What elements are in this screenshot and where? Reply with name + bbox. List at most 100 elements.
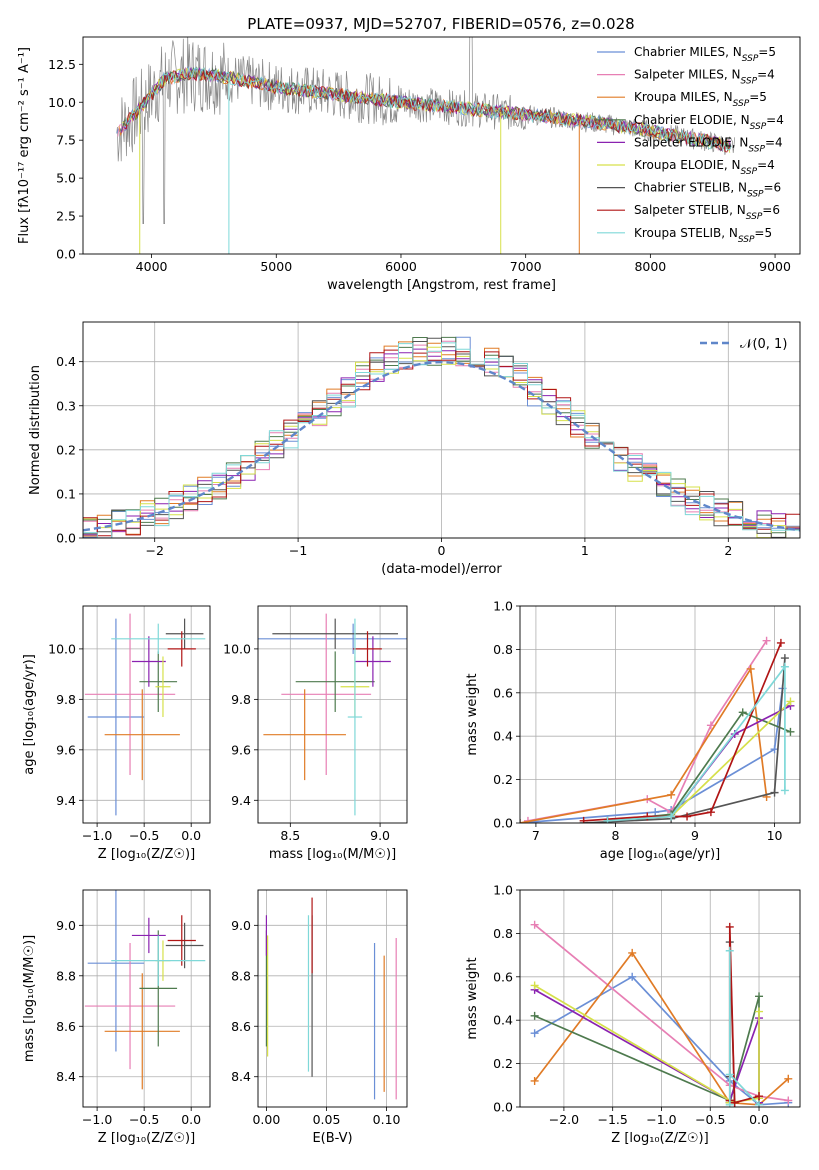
model-spectrum-line — [125, 66, 732, 152]
y-tick-label: 12.5 — [48, 57, 76, 72]
x-axis-label: age [log₁₀(age/yr)] — [600, 847, 721, 862]
mass-weight-marker — [706, 808, 715, 817]
mass-weight-line — [520, 666, 768, 823]
y-tick-label: 8.4 — [231, 1069, 251, 1084]
y-tick-label: 5.0 — [56, 171, 76, 186]
plot-area — [520, 636, 795, 823]
mass-weight-marker — [603, 816, 612, 823]
y-axis-label: mass weight — [465, 957, 480, 1039]
mass-weight-line — [534, 989, 760, 1103]
y-tick-label: 9.6 — [56, 742, 76, 757]
y-axis-label: age [log₁₀(age/yr)] — [22, 654, 37, 775]
y-tick-label: 10.0 — [223, 641, 251, 656]
y-tick-label: 0.3 — [56, 398, 76, 413]
mass-weight-marker — [530, 1011, 539, 1020]
legend-entry: Kroupa MILES, NSSP=5 — [634, 90, 767, 109]
y-tick-label: 0.6 — [493, 685, 513, 700]
x-tick-label: 9.0 — [370, 828, 390, 843]
x-tick-label: 0.05 — [313, 1112, 341, 1127]
y-tick-label: 0.2 — [56, 442, 76, 457]
legend-entry: Chabrier STELIB, NSSP=6 — [634, 181, 781, 200]
y-tick-label: 0.2 — [493, 772, 513, 787]
y-tick-label: 9.0 — [231, 918, 251, 933]
y-tick-label: 0.4 — [493, 729, 513, 744]
y-axis-label: Flux [fλ10⁻¹⁷ erg cm⁻² s⁻¹ A⁻¹] — [17, 47, 32, 244]
mass-weight-line — [728, 950, 760, 1106]
legend-entry: Chabrier MILES, NSSP=5 — [634, 45, 776, 64]
x-axis-label: mass [log₁₀(M/M☉)] — [269, 847, 396, 862]
y-tick-label: 0.8 — [493, 926, 513, 941]
panel-6: 0.00 0.05 0.10 8.4 8.6 8.8 9.0 E(B-V) — [231, 889, 408, 1146]
plot-area — [84, 890, 206, 1090]
x-tick-label: 9000 — [759, 259, 791, 274]
y-tick-label: 2.5 — [56, 209, 76, 224]
y-tick-label: 0.4 — [493, 1013, 513, 1028]
legend-entry: Salpeter STELIB, NSSP=6 — [634, 203, 780, 222]
mass-weight-line — [607, 664, 786, 822]
legend-entry: 𝒩(0, 1) — [740, 337, 787, 352]
x-tick-label: 10 — [767, 828, 783, 843]
plot-area — [116, 37, 736, 254]
y-tick-label: 8.8 — [56, 968, 76, 983]
plot-area — [258, 613, 407, 816]
y-tick-label: 8.6 — [231, 1019, 251, 1034]
mass-weight-line — [534, 996, 760, 1105]
mass-weight-marker — [755, 1092, 764, 1101]
mass-weight-line — [583, 658, 786, 823]
panel-0: 4000 5000 6000 7000 8000 9000 0.0 2.5 5.0 7.5 10.0… — [17, 36, 801, 293]
x-tick-label: −1.0 — [82, 828, 112, 843]
legend-entry: Kroupa STELIB, NSSP=5 — [634, 226, 772, 245]
y-tick-label: 0.2 — [493, 1056, 513, 1071]
y-tick-label: 0.4 — [56, 354, 76, 369]
y-tick-label: 9.4 — [231, 793, 251, 808]
x-tick-label: −1.0 — [646, 1112, 676, 1127]
mass-weight-marker — [530, 1029, 539, 1038]
axes-frame — [82, 321, 801, 539]
mass-weight-marker — [628, 972, 637, 981]
mass-weight-marker — [755, 992, 764, 1001]
y-tick-label: 9.4 — [56, 793, 76, 808]
y-tick-label: 0.0 — [493, 1100, 513, 1115]
x-tick-label: 4000 — [136, 259, 168, 274]
x-axis-label: (data-model)/error — [381, 562, 502, 577]
y-tick-label: 0.0 — [56, 247, 76, 262]
mass-weight-marker — [725, 1100, 734, 1107]
mass-weight-line — [527, 640, 768, 822]
panel-1: −2 −1 0 1 2 0.0 0.1 0.2 0.3 0.4 (data-model)/error… — [28, 321, 801, 577]
normal-curve — [83, 360, 800, 532]
x-tick-label: −0.5 — [695, 1112, 725, 1127]
x-tick-label: 7000 — [510, 259, 542, 274]
mass-weight-marker — [530, 981, 539, 990]
x-tick-label: 0.0 — [181, 1112, 201, 1127]
x-axis-label: E(B-V) — [312, 1131, 352, 1146]
mass-weight-marker — [755, 1100, 764, 1107]
mass-weight-marker — [530, 1076, 539, 1085]
axes-frame — [82, 36, 801, 255]
y-tick-label: 9.0 — [56, 918, 76, 933]
x-tick-label: 8 — [611, 828, 619, 843]
axes-frame — [519, 889, 801, 1108]
x-tick-label: −2 — [145, 543, 163, 558]
x-tick-label: −0.5 — [129, 1112, 159, 1127]
mass-weight-marker — [755, 1007, 764, 1016]
panel-2: −1.0 −0.5 0.0 9.4 9.6 9.8 10.0 Z [log₁₀(Z/Z☉)] a… — [22, 605, 211, 862]
y-tick-label: 0.0 — [56, 531, 76, 546]
x-tick-label: 5000 — [260, 259, 292, 274]
plot-area — [530, 920, 793, 1107]
y-axis-label: mass [log₁₀(M/M☉)] — [22, 935, 37, 1062]
x-tick-label: 2 — [724, 543, 732, 558]
legend-entry: Salpeter ELODIE, NSSP=4 — [634, 135, 783, 154]
spectrum-title: PLATE=0937, MJD=52707, FIBERID=0576, z=0… — [247, 15, 634, 33]
x-tick-label: −1.5 — [598, 1112, 628, 1127]
panel-4: 7 8 9 10 0.0 0.2 0.4 0.6 0.8 1.0 age [log₁₀(age/yr… — [465, 599, 801, 862]
panel-5: −1.0 −0.5 0.0 8.4 8.6 8.8 9.0 Z [log₁₀(Z/Z☉)] ma… — [22, 889, 211, 1146]
mass-weight-marker — [530, 920, 539, 929]
mass-weight-marker — [776, 638, 785, 647]
x-tick-label: −1.0 — [82, 1112, 112, 1127]
mass-weight-marker — [651, 808, 660, 817]
y-tick-label: 8.8 — [231, 968, 251, 983]
panel-3: 8.5 9.0 9.4 9.6 9.8 10.0 mass [log₁₀(M/M☉)] — [223, 605, 408, 862]
axes-frame — [82, 605, 211, 824]
x-tick-label: 1 — [581, 543, 589, 558]
x-axis-label: wavelength [Angstrom, rest frame] — [327, 278, 556, 293]
